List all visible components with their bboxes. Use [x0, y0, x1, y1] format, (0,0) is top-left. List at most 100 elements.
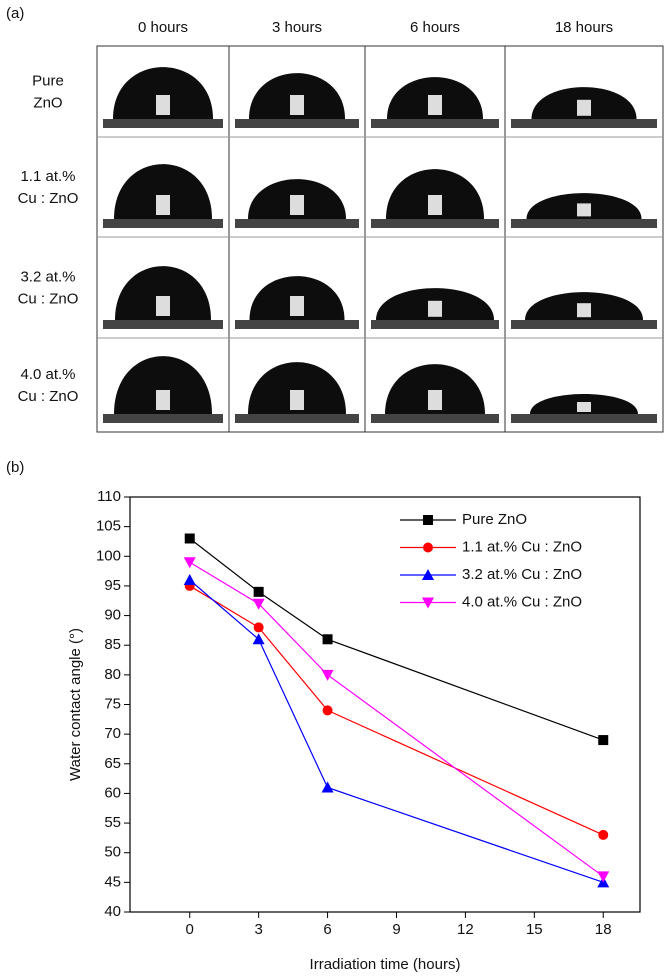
droplet-highlight: [156, 390, 170, 410]
x-tick-label: 12: [457, 921, 474, 938]
legend-label: 1.1 at.% Cu : ZnO: [462, 538, 582, 555]
y-tick-label: 65: [104, 755, 121, 772]
droplet-highlight: [428, 195, 442, 215]
row-label: 1.1 at.%: [20, 168, 75, 185]
series-line: [189, 561, 604, 877]
row-label: 4.0 at.%: [20, 366, 75, 383]
droplet-highlight: [156, 95, 170, 115]
marker: [598, 735, 609, 746]
droplet-highlight: [290, 195, 304, 215]
droplet-highlight: [577, 402, 591, 412]
substrate: [235, 320, 359, 329]
droplet: [113, 67, 213, 119]
marker: [597, 871, 610, 883]
grid-frame: [96, 45, 664, 433]
series-line: [189, 538, 604, 741]
x-axis-label: Irradiation time (hours): [310, 956, 461, 973]
substrate: [235, 414, 359, 423]
substrate: [235, 219, 359, 228]
substrate: [371, 119, 499, 128]
y-tick-label: 45: [104, 873, 121, 890]
marker: [252, 598, 265, 610]
substrate: [511, 320, 657, 329]
y-tick-label: 40: [104, 903, 121, 920]
marker: [423, 515, 433, 525]
y-tick-label: 95: [104, 577, 121, 594]
column-header: 3 hours: [272, 19, 322, 36]
substrate: [103, 119, 223, 128]
marker: [184, 533, 195, 544]
column-header: 18 hours: [555, 19, 613, 36]
legend-label: Pure ZnO: [462, 511, 527, 528]
substrate: [511, 119, 657, 128]
row-label: Pure: [32, 72, 64, 89]
x-tick-label: 9: [392, 921, 400, 938]
substrate: [371, 320, 499, 329]
droplet: [386, 169, 484, 219]
marker: [183, 557, 196, 569]
droplet-highlight: [428, 390, 442, 410]
substrate: [371, 219, 499, 228]
y-tick-label: 70: [104, 725, 121, 742]
substrate: [511, 219, 657, 228]
marker: [422, 569, 434, 580]
y-tick-label: 100: [96, 547, 121, 564]
droplet: [114, 356, 212, 414]
row-label: Cu : ZnO: [18, 290, 79, 307]
row-label: Cu : ZnO: [18, 190, 79, 207]
droplet-highlight: [156, 195, 170, 215]
droplet-highlight: [577, 99, 591, 116]
y-tick-label: 55: [104, 814, 121, 831]
y-tick-label: 75: [104, 695, 121, 712]
column-header: 0 hours: [138, 19, 188, 36]
row-label: Cu : ZnO: [18, 388, 79, 405]
droplet: [114, 164, 212, 219]
series-line: [189, 585, 604, 836]
droplet-highlight: [290, 296, 304, 316]
droplet-highlight: [577, 303, 591, 318]
series-line: [189, 579, 604, 883]
substrate: [103, 320, 223, 329]
y-tick-label: 80: [104, 666, 121, 683]
y-tick-label: 90: [104, 607, 121, 624]
marker: [253, 586, 264, 597]
y-tick-label: 105: [96, 518, 121, 535]
x-tick-label: 18: [595, 921, 612, 938]
legend-label: 4.0 at.% Cu : ZnO: [462, 593, 582, 610]
marker: [253, 622, 264, 633]
substrate: [235, 119, 359, 128]
substrate: [103, 219, 223, 228]
droplet-highlight: [428, 95, 442, 115]
droplet-highlight: [428, 300, 442, 317]
column-header: 6 hours: [410, 19, 460, 36]
droplet-highlight: [577, 203, 591, 217]
y-tick-label: 110: [97, 488, 121, 505]
droplet-highlight: [156, 296, 170, 316]
marker: [322, 705, 333, 716]
marker: [183, 574, 196, 585]
y-axis-label: Water contact angle (°): [67, 628, 84, 781]
marker: [321, 669, 334, 681]
substrate: [511, 414, 657, 423]
x-tick-label: 0: [186, 921, 194, 938]
marker: [321, 781, 334, 793]
panel-label: (b): [6, 459, 24, 476]
y-tick-label: 50: [104, 844, 121, 861]
y-tick-label: 60: [104, 784, 121, 801]
marker: [422, 597, 434, 609]
droplet-highlight: [290, 95, 304, 115]
substrate: [371, 414, 499, 423]
droplet: [385, 364, 485, 414]
marker: [598, 829, 609, 840]
legend-label: 3.2 at.% Cu : ZnO: [462, 566, 582, 583]
x-tick-label: 15: [526, 921, 543, 938]
y-tick-label: 85: [104, 636, 121, 653]
droplet: [248, 362, 346, 414]
substrate: [103, 414, 223, 423]
marker: [322, 634, 333, 645]
x-tick-label: 3: [254, 921, 262, 938]
marker: [252, 633, 265, 645]
x-tick-label: 6: [323, 921, 331, 938]
